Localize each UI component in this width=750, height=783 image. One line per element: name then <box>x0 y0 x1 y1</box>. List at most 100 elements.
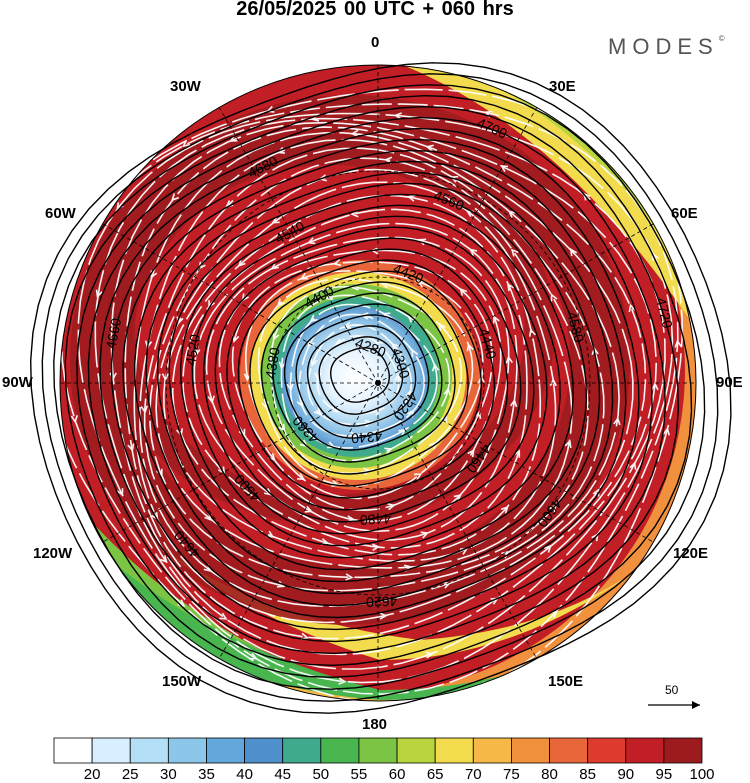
streamline-arrowhead <box>509 398 518 408</box>
streamline-arrowhead <box>278 361 287 370</box>
streamline <box>280 294 451 462</box>
brand-mark: © <box>718 34 725 43</box>
contour-label: 4340 <box>350 428 382 446</box>
streamline-arrowhead <box>207 395 215 404</box>
lon-label-150e: 150E <box>548 673 584 690</box>
colorbar-tick-label: 20 <box>83 766 101 783</box>
streamline-arrowhead <box>592 488 600 497</box>
streamline-arrowhead <box>310 358 318 368</box>
streamline-arrowhead <box>160 555 168 564</box>
map-border <box>59 64 697 702</box>
streamline-arrowhead <box>116 488 124 497</box>
streamline-arrowhead <box>543 544 552 553</box>
streamline-arrowhead <box>372 543 381 551</box>
streamline-arrowhead <box>431 363 440 372</box>
lon-label-90w: 90W <box>2 374 33 391</box>
contour-line <box>306 325 417 427</box>
streamline-arrowhead <box>387 502 396 511</box>
streamline-arrowhead <box>510 248 519 257</box>
streamline-arrowhead <box>350 129 359 138</box>
colorbar-tick-label: 40 <box>236 766 253 783</box>
contour-line <box>318 336 404 415</box>
colorbar-tick-label: 45 <box>274 766 292 783</box>
colorbar-swatch <box>206 737 245 764</box>
colorbar-tick-label: 80 <box>541 766 558 783</box>
brand-name: MODES <box>608 34 719 59</box>
streamline-arrowhead <box>469 248 478 256</box>
contour-line <box>272 292 456 463</box>
contour-label: 4660 <box>103 317 125 351</box>
streamline-arrowhead <box>500 505 509 514</box>
colorbar-swatch <box>167 737 207 764</box>
colorbar-swatch <box>91 737 131 764</box>
streamline-arrowhead <box>466 342 474 352</box>
streamline-arrowhead <box>629 461 637 470</box>
streamline-arrowhead <box>271 216 280 224</box>
vector-scale-label: 50 <box>665 683 679 697</box>
streamline-arrowhead <box>394 373 402 382</box>
streamline <box>171 194 542 556</box>
contour-line <box>99 127 653 643</box>
streamline <box>193 222 518 541</box>
contour-line <box>214 237 522 523</box>
lon-label-180: 180 <box>362 716 388 733</box>
colorbar-swatch <box>549 737 589 764</box>
colorbar-swatch <box>625 737 665 764</box>
streamline-arrowhead <box>651 382 659 391</box>
streamline-arrowhead <box>270 262 279 270</box>
colorbar-tick-label: 25 <box>121 766 139 783</box>
streamline-arrowhead <box>384 447 393 455</box>
streamline-arrowhead <box>379 612 388 620</box>
contour-line <box>226 248 509 511</box>
contour-line <box>191 215 548 547</box>
streamline-arrowhead <box>674 339 682 348</box>
colorbar-tick-label: 55 <box>350 766 368 783</box>
contour-label: 4620 <box>366 593 398 610</box>
colorbar-swatch <box>129 737 169 764</box>
streamline-arrowhead <box>249 652 258 660</box>
streamline-arrowhead <box>272 332 280 341</box>
streamline-arrowhead <box>161 373 170 382</box>
geopotential-contours <box>29 62 732 714</box>
streamline-arrowhead <box>425 651 434 659</box>
colorbar-swatch <box>663 737 703 764</box>
contour-line <box>203 226 535 535</box>
streamline-arrowhead <box>204 513 213 522</box>
streamline-arrowhead <box>345 573 354 581</box>
contour-label: 4520 <box>182 333 203 367</box>
contour-label: 4480 <box>359 511 391 529</box>
streamline-arrowhead <box>613 416 621 426</box>
streamline-arrowhead <box>420 531 430 539</box>
streamline-arrowhead <box>324 293 334 300</box>
contour-line <box>133 160 614 607</box>
streamline-arrowhead <box>70 414 79 424</box>
contour-line <box>76 105 680 667</box>
pole-marker <box>375 380 381 386</box>
streamline-arrowhead <box>407 194 416 202</box>
colorbar-tick-label: 90 <box>617 766 635 783</box>
streamline-arrowhead <box>449 175 459 183</box>
streamline-arrowhead <box>313 407 322 416</box>
streamline-arrowhead <box>140 405 148 414</box>
lon-label-90e: 90E <box>716 374 743 391</box>
colorbar-tick-label: 60 <box>388 766 406 783</box>
chart-title: 26/05/2025 00 UTC + 060 hrs <box>236 0 514 20</box>
lon-label-60w: 60W <box>45 205 76 222</box>
streamline-arrowhead <box>549 378 557 387</box>
contour-line <box>260 281 469 475</box>
streamline-arrowhead <box>453 494 462 502</box>
streamline-arrowhead <box>628 303 636 313</box>
streamline-arrowhead <box>219 612 228 620</box>
streamline-arrowhead <box>443 387 451 396</box>
colorbar-tick-label: 85 <box>579 766 596 783</box>
streamline-arrowhead <box>309 314 318 323</box>
colorbar-tick-label: 100 <box>689 766 715 783</box>
contour-line <box>237 259 496 499</box>
colorbar-swatch <box>511 737 550 764</box>
streamline-arrowhead <box>411 348 419 358</box>
colorbar-swatch <box>396 737 436 764</box>
streamline <box>124 126 647 640</box>
contour-line <box>168 193 574 571</box>
streamline-arrowhead <box>338 677 347 685</box>
colorbar-swatch <box>244 737 284 764</box>
